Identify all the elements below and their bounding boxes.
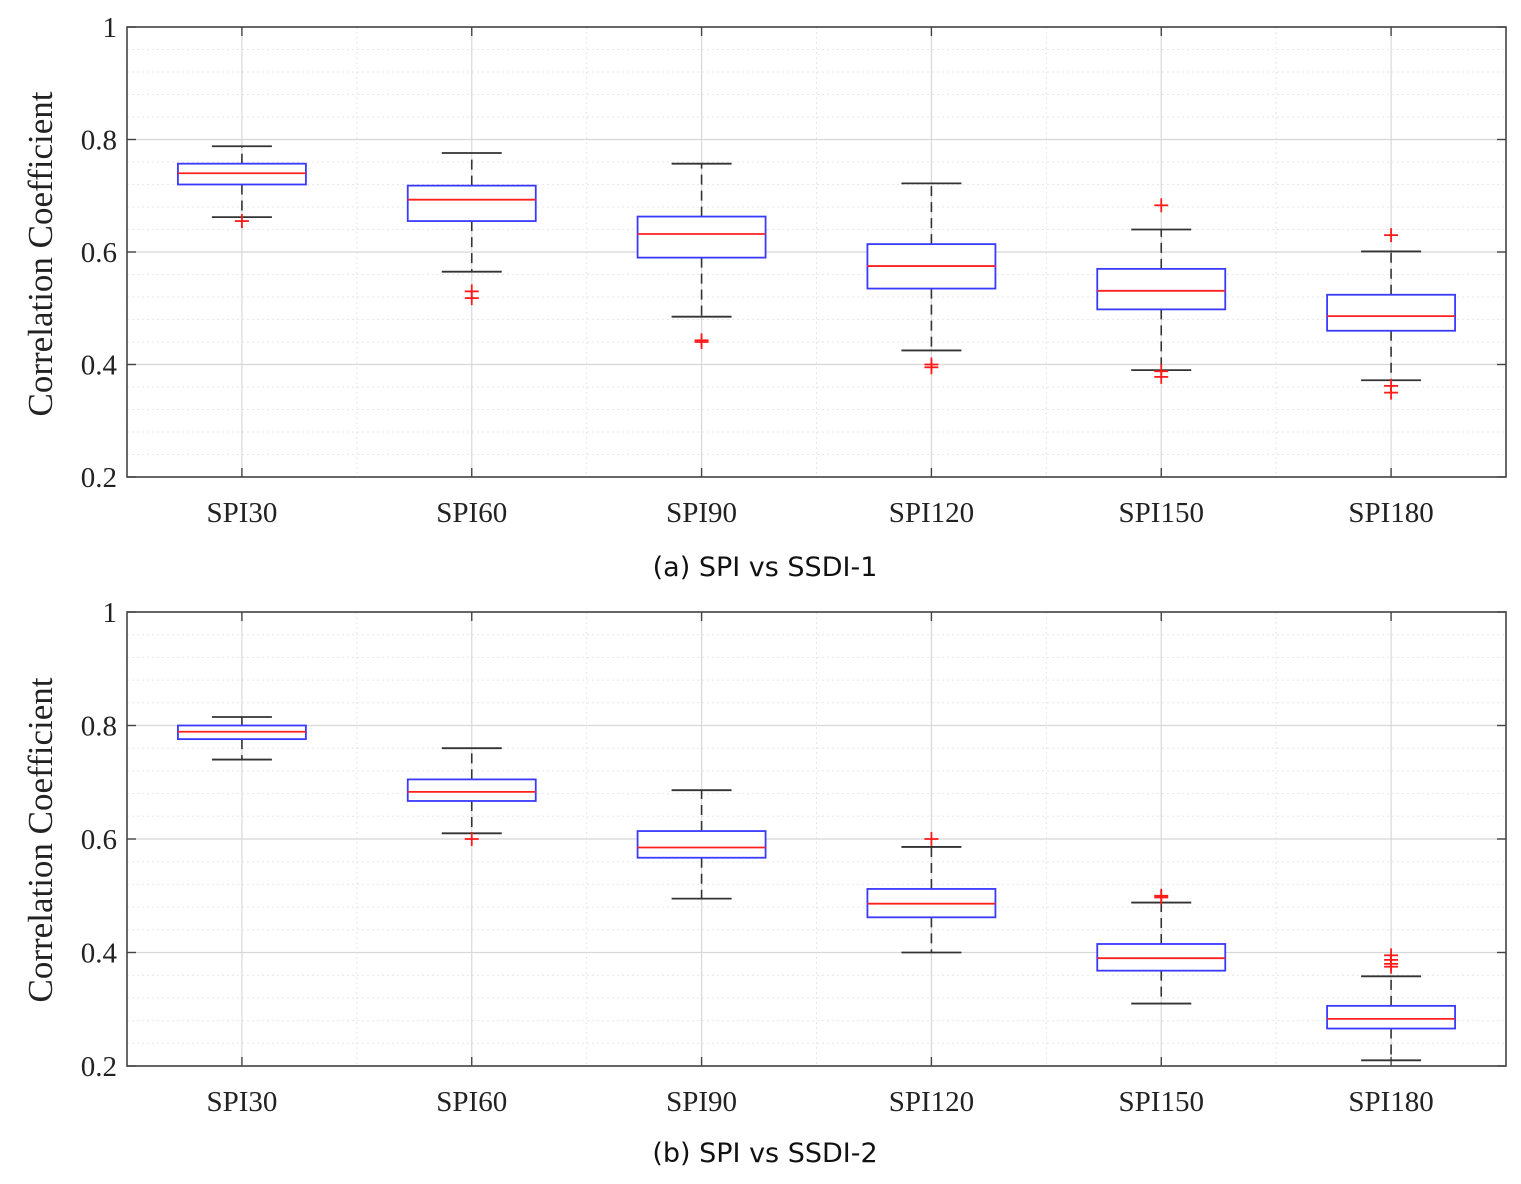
outlier-marker <box>464 291 479 306</box>
x-tick-label: SPI90 <box>666 497 737 529</box>
y-tick-label: 0.8 <box>81 711 117 743</box>
y-tick-label: 0.6 <box>81 824 117 856</box>
box-spi60 <box>406 747 537 846</box>
x-tick-label: SPI120 <box>889 1086 974 1118</box>
plot-area-b: 0.2 0.4 0.6 0.8 1 SPI30 SPI60 SPI90 SPI120 SPI150… <box>81 597 1507 1118</box>
box-spi30 <box>177 145 307 229</box>
y-tick-label: 0.4 <box>81 938 118 970</box>
outlier-marker <box>1154 198 1169 213</box>
x-tick-label: SPI30 <box>206 1086 277 1118</box>
x-tick-label: SPI60 <box>436 497 507 529</box>
outlier-marker <box>1154 369 1169 384</box>
box-spi120 <box>866 182 997 375</box>
outlier-marker <box>924 832 939 846</box>
outlier-marker <box>1384 959 1399 974</box>
box-iqr <box>1096 267 1227 311</box>
y-tick-label: 0.6 <box>81 237 117 269</box>
x-tick-label: SPI180 <box>1348 1086 1433 1118</box>
box-spi180 <box>1326 948 1456 1062</box>
box-iqr <box>406 184 537 222</box>
box-spi30 <box>177 716 307 761</box>
x-tick-label: SPI60 <box>436 1086 507 1118</box>
y-tick-label: 0.2 <box>81 1051 117 1083</box>
outlier-marker <box>1384 228 1399 243</box>
y-axis-label-a: Correlation Coefficient <box>21 91 60 416</box>
box-spi150 <box>1096 198 1227 384</box>
x-tick-label: SPI150 <box>1119 1086 1204 1118</box>
box-spi120 <box>866 832 997 954</box>
box-iqr <box>1326 293 1456 332</box>
x-tick-label: SPI120 <box>889 497 974 529</box>
outlier-marker <box>464 832 479 846</box>
plot-area-a: 0.2 0.4 0.6 0.8 1 SPI30 SPI60 SPI90 SPI120 SPI150… <box>81 12 1507 529</box>
box-iqr <box>636 215 767 259</box>
y-tick-label: 0.8 <box>81 125 117 157</box>
box-spi60 <box>406 152 537 306</box>
box-spi90 <box>636 789 767 900</box>
y-tick-label: 0.2 <box>81 462 117 494</box>
y-axis-label-b: Correlation Coefficient <box>21 677 60 1002</box>
box-spi90 <box>636 162 767 349</box>
y-tick-label: 0.4 <box>81 350 118 382</box>
y-tick-label: 1 <box>103 12 118 44</box>
box-spi150 <box>1096 888 1227 1005</box>
box-iqr <box>636 830 767 859</box>
outlier-marker <box>1384 385 1399 400</box>
box-spi180 <box>1326 228 1456 400</box>
chart-panel-b: 0.2 0.4 0.6 0.8 1 SPI30 SPI60 SPI90 SPI120 SPI150… <box>21 597 1507 1169</box>
outlier-marker <box>1154 890 1169 905</box>
x-tick-label: SPI30 <box>206 497 277 529</box>
caption-a: (a) SPI vs SSDI-1 <box>653 552 878 583</box>
chart-panel-a: 0.2 0.4 0.6 0.8 1 SPI30 SPI60 SPI90 SPI120 SPI150… <box>21 12 1507 583</box>
outlier-marker <box>924 360 939 375</box>
caption-b: (b) SPI vs SSDI-2 <box>652 1138 877 1169</box>
box-iqr <box>1326 1004 1456 1030</box>
box-iqr <box>406 778 537 802</box>
outlier-marker <box>694 335 709 349</box>
y-tick-label: 1 <box>103 597 118 629</box>
x-tick-label: SPI180 <box>1348 497 1433 529</box>
x-tick-label: SPI150 <box>1119 497 1204 529</box>
x-tick-label: SPI90 <box>666 1086 737 1118</box>
outlier-marker <box>234 214 249 229</box>
